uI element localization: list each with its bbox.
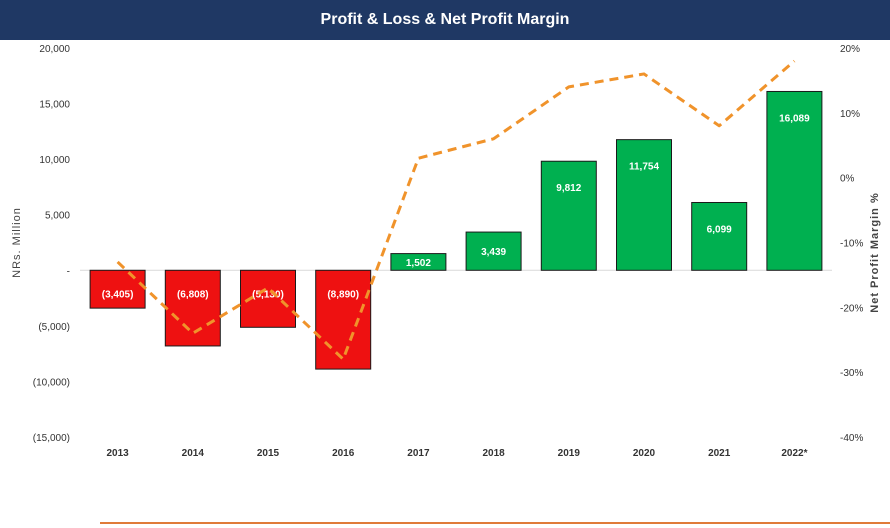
y2-tick-label: -10% (840, 239, 863, 250)
bar-2022* (766, 90, 823, 271)
y-tick-label: - (67, 266, 70, 277)
bar-2017 (390, 253, 447, 271)
y2-axis-title: Net Profit Margin % (869, 192, 881, 312)
y-tick-label: 10,000 (39, 155, 70, 166)
bar-value-label: 9,812 (556, 183, 581, 194)
x-tick-label: 2015 (257, 448, 280, 459)
y2-tick-label: 20% (840, 44, 860, 55)
chart-title: Profit & Loss & Net Profit Margin (0, 0, 890, 40)
bottom-divider (100, 522, 890, 524)
bar-value-label: (5,130) (252, 289, 284, 300)
bar-2020 (616, 139, 672, 271)
bar-value-label: (6,808) (177, 289, 209, 300)
y-tick-label: (10,000) (33, 377, 70, 388)
y-tick-label: 5,000 (45, 211, 70, 222)
y-tick-label: 15,000 (39, 100, 70, 111)
bar-value-label: (8,890) (327, 289, 359, 300)
x-tick-label: 2020 (633, 448, 656, 459)
bar-2018 (465, 231, 522, 271)
y2-tick-label: -40% (840, 433, 863, 444)
x-tick-label: 2016 (332, 448, 355, 459)
x-tick-label: 2018 (482, 448, 505, 459)
y-axis-title: NRs. Million (11, 207, 23, 278)
bar-value-label: 16,089 (779, 113, 810, 124)
bar-2016 (315, 269, 372, 370)
bar-value-label: 6,099 (707, 224, 732, 235)
y2-tick-label: -20% (840, 303, 863, 314)
x-tick-label: 2014 (182, 448, 205, 459)
y2-tick-label: 10% (840, 109, 860, 120)
bar-2019 (540, 160, 597, 271)
bar-2013 (89, 269, 146, 309)
bar-value-label: 11,754 (629, 162, 659, 173)
bar-2021 (691, 201, 748, 271)
x-tick-label: 2013 (106, 448, 129, 459)
bar-value-label: 3,439 (481, 247, 506, 258)
y2-tick-label: 0% (840, 174, 855, 185)
net-profit-margin-line (116, 59, 796, 361)
bar-2015 (240, 269, 296, 328)
x-tick-label: 2021 (708, 448, 731, 459)
x-tick-label: 2017 (407, 448, 430, 459)
y-tick-label: 20,000 (39, 44, 70, 55)
y-tick-label: (15,000) (33, 433, 70, 444)
bar-value-label: (3,405) (102, 289, 134, 300)
x-tick-label: 2022* (781, 448, 807, 459)
bar-2014 (164, 269, 221, 347)
y-tick-label: (5,000) (38, 322, 70, 333)
x-tick-label: 2019 (558, 448, 581, 459)
bar-value-label: 1,502 (406, 258, 431, 269)
y2-tick-label: -30% (840, 368, 863, 379)
